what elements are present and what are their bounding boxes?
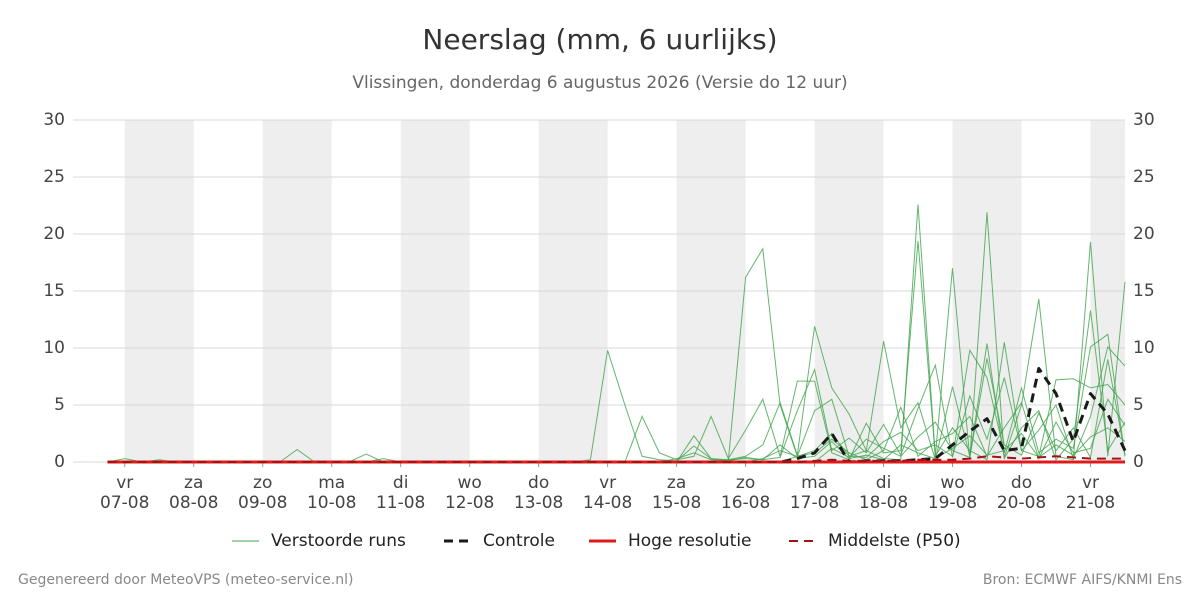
- y-tick-label: 25: [43, 167, 65, 187]
- x-tick-weekday: do: [1011, 473, 1032, 493]
- x-tick-weekday: zo: [736, 473, 755, 493]
- legend-label: Verstoorde runs: [271, 531, 406, 551]
- x-tick-label: 18-08: [859, 493, 908, 513]
- x-tick-weekday: di: [393, 473, 409, 493]
- x-tick-label: 07-08: [100, 493, 149, 513]
- x-tick-weekday: vr: [599, 473, 616, 493]
- footer-right: Bron: ECMWF AIFS/KNMI Ens: [983, 572, 1182, 588]
- x-tick-label: 19-08: [928, 493, 977, 513]
- y-tick-label: 15: [43, 281, 65, 301]
- y-tick-label: 30: [43, 110, 65, 130]
- x-tick-weekday: zo: [253, 473, 272, 493]
- y2-tick-label: 30: [1133, 110, 1155, 130]
- x-tick-weekday: za: [667, 473, 686, 493]
- x-tick-weekday: di: [876, 473, 892, 493]
- x-tick-label: 20-08: [997, 493, 1046, 513]
- legend-label: Controle: [483, 531, 555, 551]
- y-tick-label: 0: [54, 452, 65, 472]
- x-tick-weekday: vr: [116, 473, 133, 493]
- series-line: [107, 455, 1125, 463]
- x-tick-label: 17-08: [790, 493, 839, 513]
- x-tick-label: 10-08: [307, 493, 356, 513]
- y2-tick-label: 20: [1133, 224, 1155, 244]
- legend-label: Hoge resolutie: [628, 531, 752, 551]
- chart-title: Neerslag (mm, 6 uurlijks): [422, 23, 777, 56]
- x-tick-label: 21-08: [1066, 493, 1115, 513]
- y2-tick-label: 15: [1133, 281, 1155, 301]
- footer-left: Gegenereerd door MeteoVPS (meteo-service…: [18, 572, 353, 588]
- x-tick-label: 16-08: [721, 493, 770, 513]
- y2-tick-label: 5: [1133, 395, 1144, 415]
- legend-label: Middelste (P50): [828, 531, 961, 551]
- x-tick-label: 08-08: [169, 493, 218, 513]
- x-tick-label: 12-08: [445, 493, 494, 513]
- x-tick-weekday: wo: [940, 473, 964, 493]
- x-tick-weekday: ma: [801, 473, 828, 493]
- x-tick-label: 14-08: [583, 493, 632, 513]
- y-tick-label: 5: [54, 395, 65, 415]
- x-tick-weekday: wo: [457, 473, 481, 493]
- x-tick-weekday: vr: [1082, 473, 1099, 493]
- background-layer: [73, 119, 1125, 463]
- x-tick-label: 15-08: [652, 493, 701, 513]
- x-tick-weekday: do: [528, 473, 549, 493]
- y2-tick-label: 25: [1133, 167, 1155, 187]
- x-tick-label: 09-08: [238, 493, 287, 513]
- x-tick-label: 13-08: [514, 493, 563, 513]
- x-tick-label: 11-08: [376, 493, 425, 513]
- x-tick-weekday: za: [184, 473, 203, 493]
- y-tick-label: 20: [43, 224, 65, 244]
- x-tick-weekday: ma: [318, 473, 345, 493]
- y-tick-label: 10: [43, 338, 65, 358]
- y2-tick-label: 10: [1133, 338, 1155, 358]
- y2-tick-label: 0: [1133, 452, 1144, 472]
- chart-subtitle: Vlissingen, donderdag 6 augustus 2026 (V…: [352, 73, 847, 93]
